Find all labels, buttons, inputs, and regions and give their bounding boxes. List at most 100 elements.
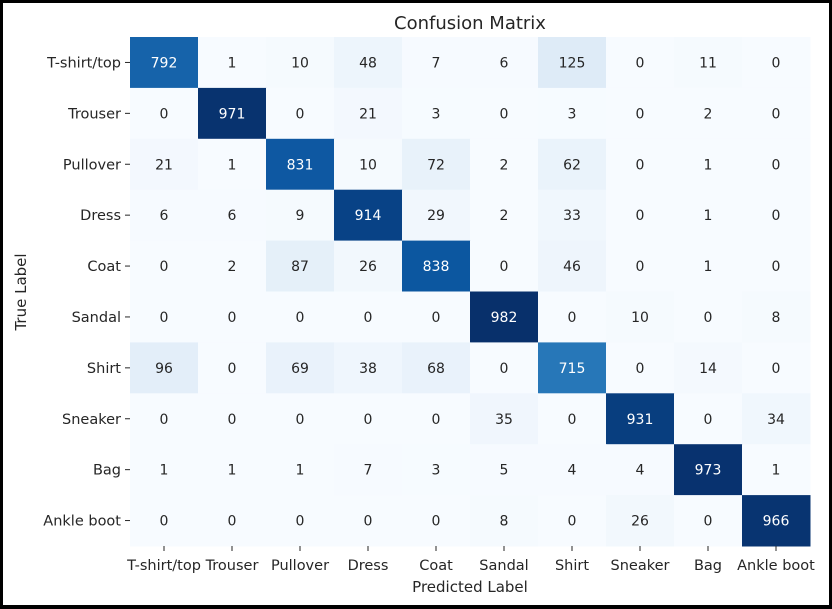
- heatmap-cell: [334, 291, 403, 343]
- heatmap-cell-value: 3: [432, 106, 441, 122]
- heatmap-cell-value: 34: [767, 412, 785, 428]
- heatmap-cell: [674, 291, 743, 343]
- heatmap-cell: [402, 291, 471, 343]
- heatmap-cell: [742, 444, 811, 496]
- heatmap-cell-value: 0: [772, 157, 781, 173]
- heatmap-cell-value: 838: [423, 259, 450, 275]
- heatmap-cell-value: 792: [151, 55, 178, 71]
- heatmap-cell: [130, 37, 199, 89]
- heatmap-cell: [674, 444, 743, 496]
- heatmap-cell-value: 0: [636, 361, 645, 377]
- x-tick-label: Bag: [694, 558, 722, 574]
- heatmap-cell-value: 0: [160, 514, 169, 530]
- heatmap-cell: [674, 189, 743, 242]
- heatmap-cell-value: 914: [355, 208, 382, 224]
- heatmap-cell-value: 715: [559, 361, 586, 377]
- heatmap-cell: [334, 138, 403, 191]
- heatmap-cell-value: 38: [359, 361, 377, 377]
- heatmap-cell-value: 0: [364, 412, 373, 428]
- heatmap-cell-value: 0: [228, 310, 237, 326]
- heatmap-cell: [198, 37, 267, 89]
- heatmap-cell: [606, 37, 675, 89]
- heatmap-cell: [538, 189, 607, 242]
- heatmap-cell: [334, 393, 403, 445]
- heatmap-cell-value: 0: [364, 514, 373, 530]
- heatmap-cell-value: 0: [500, 259, 509, 275]
- heatmap-cell: [266, 342, 335, 394]
- heatmap-cell-value: 0: [772, 208, 781, 224]
- heatmap-cell: [402, 138, 471, 191]
- heatmap-cell-value: 831: [287, 157, 314, 173]
- heatmap-cell-value: 2: [500, 157, 509, 173]
- heatmap-cell-value: 0: [296, 310, 305, 326]
- heatmap-cell: [674, 138, 743, 191]
- y-tick-label: Coat: [87, 259, 121, 275]
- heatmap-cell: [742, 393, 811, 445]
- heatmap-cell: [130, 87, 199, 140]
- heatmap-cell: [674, 393, 743, 445]
- heatmap-cell: [266, 189, 335, 242]
- heatmap-cell: [130, 189, 199, 242]
- heatmap-cell: [130, 393, 199, 445]
- x-tick-label: Coat: [419, 558, 453, 574]
- heatmap-cell-value: 0: [636, 208, 645, 224]
- y-tick-label: Bag: [93, 463, 121, 479]
- heatmap-cell: [334, 189, 403, 242]
- heatmap-cell: [402, 240, 471, 292]
- heatmap-cell-value: 966: [763, 514, 790, 530]
- heatmap-cell: [470, 444, 539, 496]
- heatmap-cell: [606, 87, 675, 140]
- heatmap-cell: [130, 240, 199, 292]
- heatmap-cell-value: 0: [568, 310, 577, 326]
- heatmap-cell-value: 6: [160, 208, 169, 224]
- heatmap-cell-value: 5: [500, 463, 509, 479]
- heatmap-cell-value: 10: [291, 55, 309, 71]
- heatmap-cell-value: 69: [291, 361, 309, 377]
- heatmap-cell: [266, 291, 335, 343]
- heatmap-cell-value: 0: [772, 55, 781, 71]
- heatmap-cell-value: 0: [228, 514, 237, 530]
- heatmap-cell-value: 11: [699, 55, 717, 71]
- heatmap-cell-value: 0: [432, 310, 441, 326]
- heatmap-cell: [742, 495, 811, 547]
- heatmap-cell-value: 0: [432, 514, 441, 530]
- heatmap-cell: [606, 444, 675, 496]
- heatmap-cell-value: 1: [704, 259, 713, 275]
- heatmap-cell-value: 2: [704, 106, 713, 122]
- heatmap-cell: [470, 393, 539, 445]
- heatmap-cell: [402, 37, 471, 89]
- heatmap-cell: [742, 189, 811, 242]
- heatmap-cell-value: 1: [160, 463, 169, 479]
- heatmap-cell-value: 10: [631, 310, 649, 326]
- y-tick-label: Ankle boot: [43, 514, 121, 530]
- heatmap-cell-value: 0: [364, 310, 373, 326]
- heatmap-cell: [742, 138, 811, 191]
- y-tick-label: Pullover: [63, 157, 121, 173]
- x-tick-label: Pullover: [271, 558, 329, 574]
- heatmap-cell: [266, 393, 335, 445]
- heatmap-cell-value: 4: [636, 463, 645, 479]
- heatmap-cell-value: 3: [568, 106, 577, 122]
- heatmap-cell-value: 1: [228, 463, 237, 479]
- y-tick-label: Trouser: [67, 106, 121, 122]
- heatmap-cell-value: 9: [296, 208, 305, 224]
- heatmap-cell-value: 14: [699, 361, 717, 377]
- heatmap-cell: [538, 342, 607, 394]
- heatmap-cell: [470, 495, 539, 547]
- heatmap-cell: [538, 444, 607, 496]
- heatmap-cell: [198, 291, 267, 343]
- heatmap-cell-value: 96: [155, 361, 173, 377]
- heatmap-cell-value: 931: [627, 412, 654, 428]
- heatmap-cell-value: 68: [427, 361, 445, 377]
- heatmap-cell: [130, 495, 199, 547]
- heatmap-cell: [130, 291, 199, 343]
- heatmap-cell-value: 10: [359, 157, 377, 173]
- heatmap-cell: [402, 393, 471, 445]
- heatmap-cell-value: 0: [772, 106, 781, 122]
- heatmap-cell-value: 0: [704, 310, 713, 326]
- heatmap-cell: [130, 138, 199, 191]
- heatmap-cell-value: 26: [631, 514, 649, 530]
- heatmap-cell: [606, 138, 675, 191]
- heatmap-cell-value: 1: [704, 208, 713, 224]
- heatmap-cell-value: 0: [296, 412, 305, 428]
